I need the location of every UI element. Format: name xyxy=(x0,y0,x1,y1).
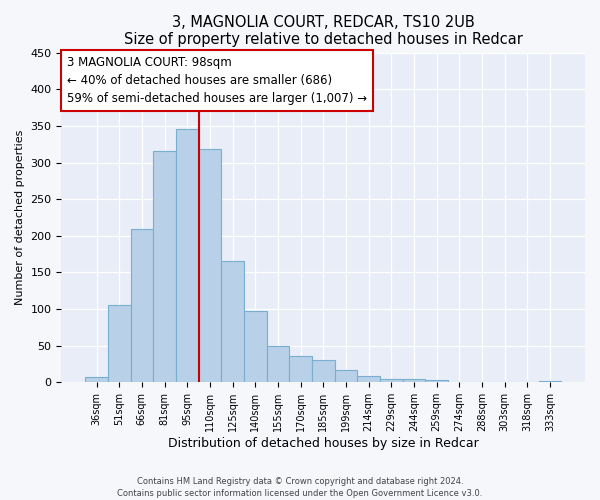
Bar xyxy=(221,261,244,382)
Bar xyxy=(539,381,561,382)
Bar xyxy=(131,228,153,382)
Bar xyxy=(85,377,108,382)
Bar xyxy=(380,378,403,382)
Bar xyxy=(199,150,221,382)
Bar xyxy=(108,306,131,382)
Bar xyxy=(357,376,380,382)
Bar xyxy=(176,129,199,382)
Bar xyxy=(153,151,176,382)
Title: 3, MAGNOLIA COURT, REDCAR, TS10 2UB
Size of property relative to detached houses: 3, MAGNOLIA COURT, REDCAR, TS10 2UB Size… xyxy=(124,15,523,48)
Bar xyxy=(335,370,357,382)
Text: Contains HM Land Registry data © Crown copyright and database right 2024.
Contai: Contains HM Land Registry data © Crown c… xyxy=(118,476,482,498)
Bar xyxy=(244,312,266,382)
Bar xyxy=(425,380,448,382)
Y-axis label: Number of detached properties: Number of detached properties xyxy=(15,130,25,305)
Bar xyxy=(403,378,425,382)
X-axis label: Distribution of detached houses by size in Redcar: Distribution of detached houses by size … xyxy=(168,437,479,450)
Bar xyxy=(289,356,312,382)
Bar xyxy=(266,346,289,383)
Text: 3 MAGNOLIA COURT: 98sqm
← 40% of detached houses are smaller (686)
59% of semi-d: 3 MAGNOLIA COURT: 98sqm ← 40% of detache… xyxy=(67,56,367,105)
Bar xyxy=(312,360,335,382)
